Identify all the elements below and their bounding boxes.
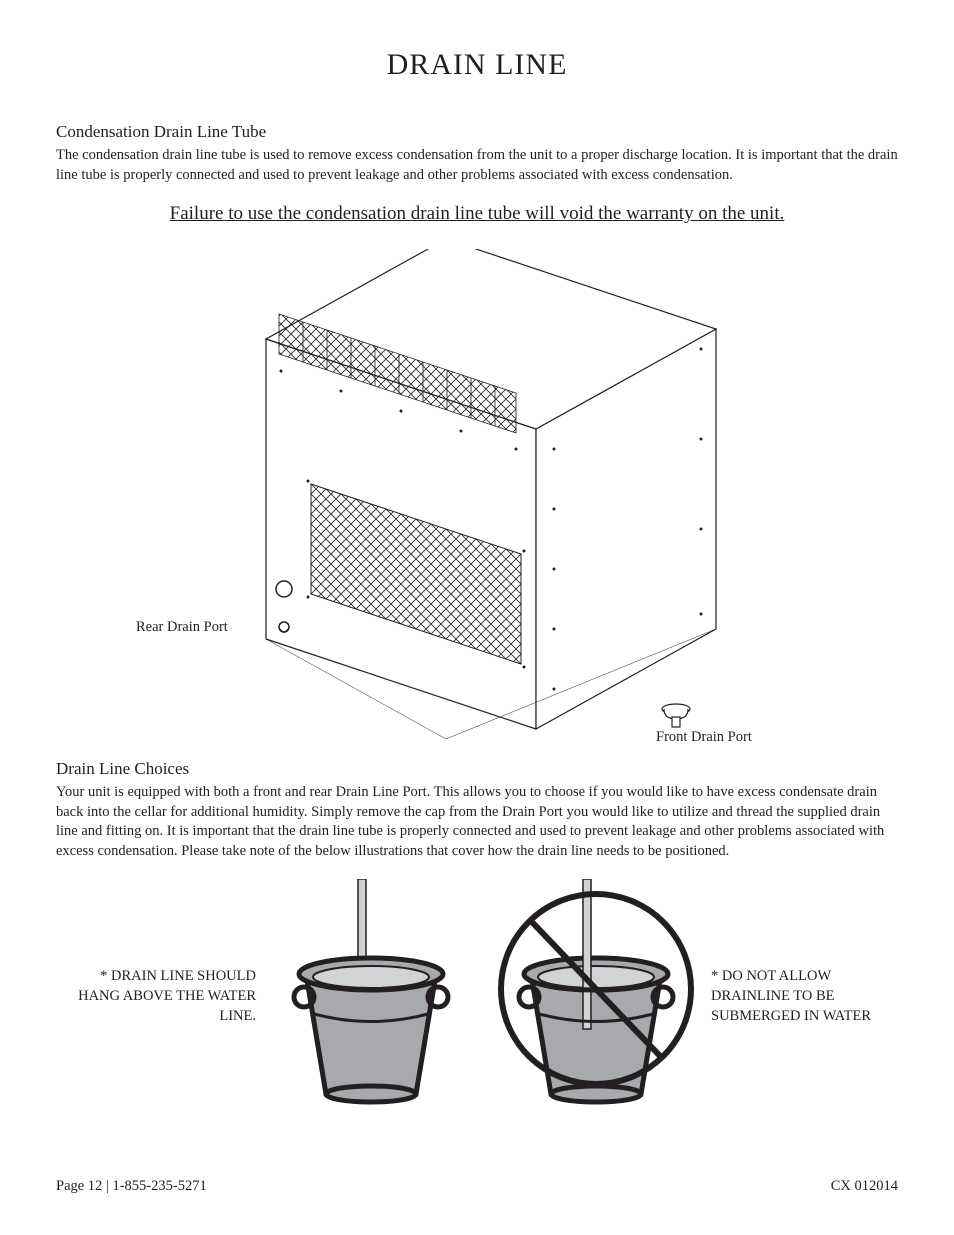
page-title: DRAIN LINE [56,48,898,82]
footer-left: Page 12 | 1-855-235-5271 [56,1178,207,1195]
section2-body: Your unit is equipped with both a front … [56,783,898,861]
unit-diagram: Rear Drain Port Front Drain Port [56,249,898,749]
left-bucket-caption: * DRAIN LINE SHOULD HANG ABOVE THE WATER… [56,967,256,1026]
right-bucket-caption: * DO NOT ALLOW DRAINLINE TO BE SUBMERGED… [711,967,901,1026]
section1-body: The condensation drain line tube is used… [56,146,898,185]
section2-heading: Drain Line Choices [56,759,898,779]
warranty-warning: Failure to use the condensation drain li… [56,203,898,225]
buckets-diagram: * DRAIN LINE SHOULD HANG ABOVE THE WATER… [56,879,898,1119]
rear-drain-port-label: Rear Drain Port [136,619,228,636]
footer-right: CX 012014 [831,1178,898,1195]
section1-heading: Condensation Drain Line Tube [56,122,898,142]
front-drain-port-label: Front Drain Port [656,729,752,746]
